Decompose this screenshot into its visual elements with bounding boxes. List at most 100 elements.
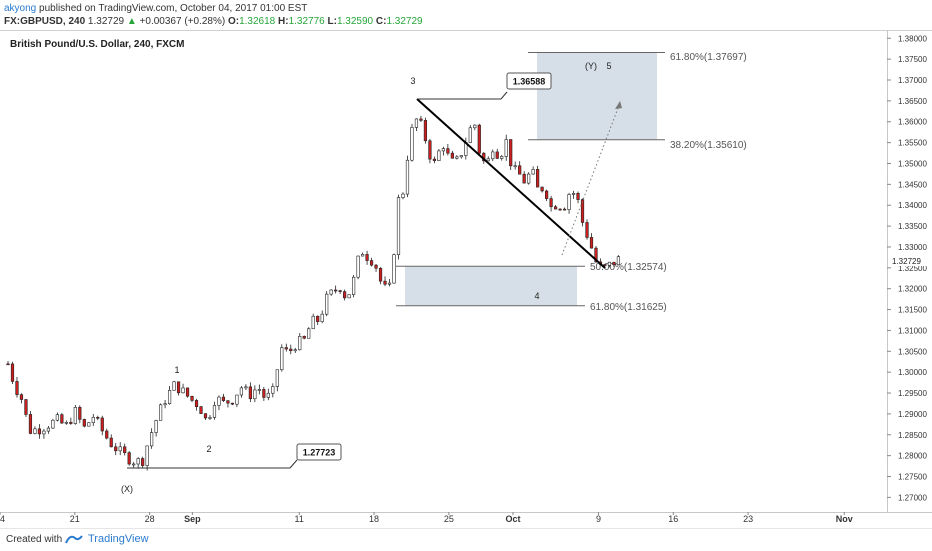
candle-body: [428, 140, 432, 160]
price-tick-label: 1.33500: [898, 222, 927, 231]
candle-body: [42, 430, 46, 435]
price-axis[interactable]: 1.38000 1.37500 1.37000 1.36500 1.36000 1.355…: [887, 34, 927, 502]
candle-body: [136, 458, 140, 465]
descending-trendline[interactable]: [416, 98, 606, 269]
candle-body: [78, 407, 82, 420]
candle-body: [311, 315, 315, 330]
candle-body: [298, 336, 302, 351]
price-tick-label: 1.31000: [898, 326, 927, 335]
candle-body: [473, 124, 477, 129]
candle-body: [455, 156, 459, 159]
candle-body: [509, 139, 513, 167]
high-callout-box[interactable]: [506, 72, 552, 90]
candle-body: [226, 400, 230, 404]
candle-body: [468, 127, 472, 143]
candle-body: [289, 348, 293, 351]
candle-body: [374, 264, 378, 269]
low-label: L:: [327, 16, 337, 27]
price-tick-label: 1.28500: [898, 431, 927, 440]
wave-label-1: 1: [174, 365, 179, 375]
candle-body: [69, 421, 73, 424]
time-tick-label: 14: [0, 514, 5, 524]
candle-body: [118, 446, 122, 452]
tradingview-link[interactable]: TradingView: [88, 533, 149, 545]
author-link[interactable]: akyong: [4, 3, 37, 14]
current-price-label: 1.32729: [892, 257, 921, 266]
price-tick-label: 1.27500: [898, 473, 927, 482]
candle-body: [558, 208, 562, 211]
candle-body: [352, 276, 356, 295]
candle-body: [221, 396, 226, 401]
price-chart[interactable]: British Pound/U.S. Dollar, 240, FXCM 1.3…: [0, 30, 932, 525]
candle-body: [28, 414, 33, 434]
candle-body: [46, 427, 50, 432]
fib-lower-bottom-label: 61.80%(1.31625): [590, 302, 667, 313]
candle-body: [91, 417, 95, 424]
last-price: 1.32729: [87, 16, 125, 27]
candle-body: [109, 437, 113, 448]
price-tick-label: 1.38000: [898, 34, 927, 43]
price-tick-label: 1.29000: [898, 410, 927, 419]
candle-body: [194, 400, 199, 407]
candle-body: [15, 381, 19, 395]
candlestick-series: [6, 115, 621, 471]
open-label: O:: [227, 16, 240, 27]
candle-body: [64, 421, 68, 424]
candle-body: [230, 402, 235, 405]
candle-body: [316, 315, 320, 322]
candle-body: [369, 260, 374, 266]
candle-body: [33, 428, 37, 434]
candle-body: [271, 386, 275, 394]
price-tick-label: 1.28000: [898, 452, 927, 461]
candle-body: [280, 347, 284, 371]
price-tick-label: 1.27000: [898, 493, 927, 502]
candle-body: [217, 396, 221, 406]
candle-body: [500, 156, 504, 159]
candle-body: [450, 152, 454, 159]
low-callout-box[interactable]: [296, 443, 342, 461]
time-tick-label: 9: [596, 514, 601, 524]
price-tick-label: 1.37000: [898, 76, 927, 85]
symbol-label: FX:GBPUSD, 240: [4, 16, 86, 27]
candle-body: [132, 463, 136, 466]
chart-frame[interactable]: British Pound/U.S. Dollar, 240, FXCM 1.3…: [0, 30, 932, 525]
lower-support-zone: [405, 266, 577, 306]
candle-body: [199, 406, 203, 414]
candle-body: [10, 363, 15, 382]
wave-label-y: (Y): [585, 61, 597, 71]
price-tick-label: 1.31500: [898, 306, 927, 315]
candle-body: [212, 405, 217, 418]
candle-body: [378, 267, 383, 282]
candle-body: [329, 289, 333, 295]
candle-body: [405, 159, 410, 195]
candle-body: [419, 118, 423, 121]
candle-body: [392, 254, 396, 284]
ohlc-line: FX:GBPUSD, 240 1.32729 ▲ +0.00367 (+0.28…: [4, 16, 423, 27]
candle-body: [96, 417, 100, 419]
time-tick-label: 28: [145, 514, 155, 524]
published-text: published on TradingView.com, October 04…: [39, 3, 308, 14]
high-value: 1.32776: [288, 16, 325, 27]
time-tick-label: 18: [369, 514, 379, 524]
price-tick-label: 1.35500: [898, 139, 927, 148]
candle-body: [100, 417, 104, 432]
candle-body: [594, 247, 598, 263]
candle-body: [244, 386, 248, 389]
time-tick-label: 25: [444, 514, 454, 524]
candle-body: [293, 349, 297, 352]
time-tick-label: 23: [743, 514, 753, 524]
candle-body: [302, 336, 306, 339]
candle-body: [253, 389, 257, 400]
wave-label-5: 5: [606, 61, 611, 71]
candle-body: [24, 399, 28, 415]
candle-body: [589, 237, 594, 249]
candle-body: [603, 264, 607, 266]
high-callout-label: 1.36588: [513, 77, 546, 87]
price-tick-label: 1.30500: [898, 347, 927, 356]
footer-bar: Created with TradingView: [0, 528, 932, 551]
candle-body: [150, 432, 154, 447]
candle-body: [414, 118, 419, 128]
price-tick-label: 1.30000: [898, 368, 927, 377]
candle-body: [239, 387, 243, 396]
time-axis[interactable]: 14 21 28 Sep 11 18 25 Oct 9 16 23 Nov: [0, 512, 853, 524]
